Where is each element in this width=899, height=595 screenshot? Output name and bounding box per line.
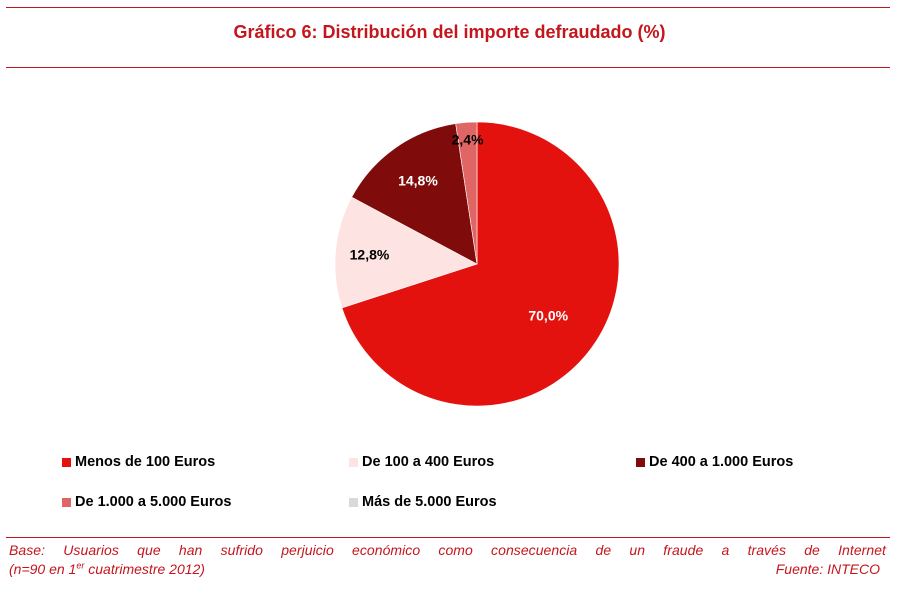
legend-item-mas-de-5-000-euros: Más de 5.000 Euros bbox=[349, 494, 497, 510]
pie-slice-de-1-000-a-5-000-euros bbox=[455, 121, 478, 265]
pie-slice-de-100-a-400-euros bbox=[334, 196, 478, 309]
legend-swatch bbox=[62, 457, 71, 467]
legend-swatch bbox=[349, 457, 358, 467]
chart-title: Gráfico 6: Distribución del importe defr… bbox=[233, 22, 666, 42]
sample-suffix: cuatrimestre 2012) bbox=[84, 561, 205, 577]
footer-second-line: (n=90 en 1er cuatrimestre 2012) Fuente: … bbox=[9, 560, 886, 579]
footer-source: Fuente: INTECO bbox=[775, 561, 880, 577]
footer-base-text: Base: Usuarios que han sufrido perjuicio… bbox=[9, 542, 886, 558]
footer-sample-text: (n=90 en 1er cuatrimestre 2012) bbox=[9, 560, 205, 579]
pie-slice-menos-de-100-euros bbox=[341, 121, 620, 407]
pie-slice-de-400-a-1-000-euros bbox=[351, 123, 478, 265]
sample-superscript: er bbox=[76, 560, 85, 571]
legend-label: De 1.000 a 5.000 Euros bbox=[75, 494, 232, 510]
legend-label: Menos de 100 Euros bbox=[75, 454, 216, 470]
footer: Base: Usuarios que han sufrido perjuicio… bbox=[9, 541, 886, 579]
legend-swatch bbox=[349, 497, 358, 507]
data-label-de-400-a-1-000-euros: 14,8% bbox=[398, 173, 438, 189]
legend-item-de-1-000-a-5-000-euros: De 1.000 a 5.000 Euros bbox=[62, 494, 231, 510]
data-label-de-1-000-a-5-000-euros: 2,4% bbox=[452, 131, 484, 147]
legend-item-menos-de-100-euros: Menos de 100 Euros bbox=[62, 454, 215, 470]
pie-chart: 70,0% 12,8% 14,8% 2,4% bbox=[334, 121, 620, 407]
top-rule bbox=[6, 7, 890, 8]
legend-item-de-100-a-400-euros: De 100 a 400 Euros bbox=[349, 454, 494, 470]
data-label-menos-de-100-euros: 70,0% bbox=[528, 308, 568, 324]
legend-swatch bbox=[636, 457, 645, 467]
legend-swatch bbox=[62, 497, 71, 507]
title-rule bbox=[6, 67, 890, 68]
legend-label: Más de 5.000 Euros bbox=[362, 494, 497, 510]
sample-prefix: (n=90 en 1 bbox=[9, 561, 77, 577]
data-label-de-100-a-400-euros: 12,8% bbox=[350, 247, 390, 263]
legend-label: De 400 a 1.000 Euros bbox=[649, 454, 794, 470]
legend-item-de-400-a-1-000-euros: De 400 a 1.000 Euros bbox=[636, 454, 793, 470]
legend-label: De 100 a 400 Euros bbox=[362, 454, 495, 470]
footer-rule bbox=[6, 537, 890, 538]
